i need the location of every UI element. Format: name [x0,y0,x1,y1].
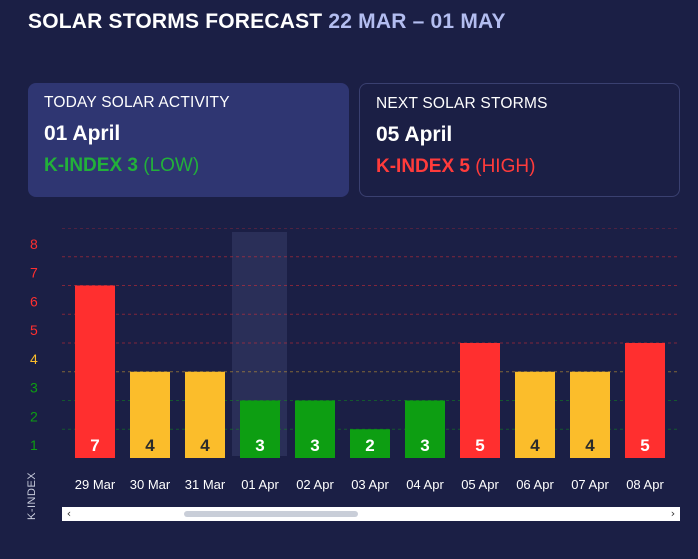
bar-04-apr[interactable] [405,400,445,459]
scroll-right-icon[interactable]: › [670,507,676,520]
y-tick-label: 7 [30,265,38,281]
x-tick-label: 31 Mar [185,477,226,492]
bar-value-label: 7 [90,436,99,455]
x-tick-label: 03 Apr [351,477,389,492]
x-tick-label: 02 Apr [296,477,334,492]
bar-07-apr[interactable] [570,371,610,458]
next-kindex-value: K-INDEX 5 [376,156,470,177]
today-activity-card: TODAY SOLAR ACTIVITY 01 April K-INDEX 3 … [28,83,349,197]
page-title: SOLAR STORMS FORECAST 22 MAR – 01 MAY [28,10,506,34]
x-tick-label: 07 Apr [571,477,609,492]
x-tick-label: 29 Mar [75,477,116,492]
y-tick-label: 1 [30,437,38,453]
bar-value-label: 5 [640,436,649,455]
bar-value-label: 3 [310,436,319,455]
bar-29-mar[interactable] [75,285,115,459]
today-kindex-level: (LOW) [143,155,200,176]
next-card-label: NEXT SOLAR STORMS [376,95,548,112]
bar-08-apr[interactable] [625,343,665,458]
next-kindex: K-INDEX 5 (HIGH) [376,156,663,178]
scroll-thumb[interactable] [184,511,358,517]
y-tick-label: 6 [30,293,38,309]
today-card-label: TODAY SOLAR ACTIVITY [44,94,230,111]
y-tick-label: 4 [30,351,38,367]
chart-scrollbar[interactable]: ‹ › [62,507,680,521]
next-kindex-level: (HIGH) [475,156,536,177]
bar-value-label: 4 [530,436,540,455]
x-tick-label: 04 Apr [406,477,444,492]
bar-value-label: 4 [200,436,210,455]
y-tick-label: 5 [30,322,38,338]
title-text: SOLAR STORMS FORECAST [28,10,323,33]
bar-31-mar[interactable] [185,371,225,458]
today-kindex-value: K-INDEX 3 [44,155,138,176]
bar-value-label: 3 [420,436,429,455]
bar-05-apr[interactable] [460,343,500,458]
bar-01-apr[interactable] [240,400,280,459]
x-tick-label: 05 Apr [461,477,499,492]
y-tick-label: 2 [30,408,38,424]
bar-value-label: 4 [585,436,595,455]
y-tick-label: 8 [30,236,38,252]
x-tick-label: 30 Mar [130,477,171,492]
bar-30-mar[interactable] [130,371,170,458]
bar-value-label: 4 [145,436,155,455]
bar-03-apr[interactable] [350,429,390,458]
y-tick-label: 3 [30,380,38,396]
next-storms-card: NEXT SOLAR STORMS 05 April K-INDEX 5 (HI… [359,83,680,197]
x-tick-label: 06 Apr [516,477,554,492]
date-range: 22 MAR – 01 MAY [328,10,506,33]
today-date: 01 April [44,122,121,145]
bar-02-apr[interactable] [295,400,335,459]
y-axis-title: K-INDEX [26,471,38,520]
x-tick-label: 08 Apr [626,477,664,492]
x-tick-label: 01 Apr [241,477,279,492]
next-date: 05 April [376,123,453,146]
bar-value-label: 5 [475,436,484,455]
scroll-left-icon[interactable]: ‹ [66,507,72,520]
today-kindex: K-INDEX 3 (LOW) [44,155,333,177]
bar-value-label: 3 [255,436,264,455]
bar-06-apr[interactable] [515,371,555,458]
bar-value-label: 2 [365,436,374,455]
